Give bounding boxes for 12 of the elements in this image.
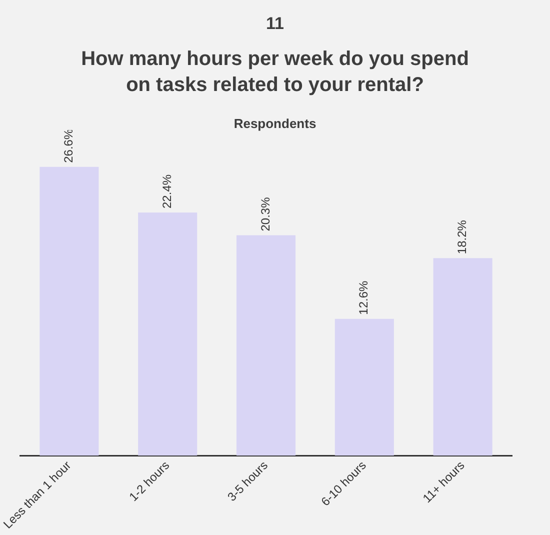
data-label: 22.4% — [160, 174, 174, 208]
data-label: 18.2% — [455, 220, 470, 254]
bar — [236, 235, 296, 456]
text: 11 — [265, 14, 285, 34]
data-label: 12.6% — [356, 280, 371, 315]
bar — [433, 258, 492, 456]
bar — [334, 318, 394, 456]
data-label: 20.3% — [258, 196, 272, 232]
chart-subtitle: Respondents — [234, 116, 316, 131]
chart-title: How many hours per week do you spend on tasks related to your rental? — [80, 47, 470, 98]
bar — [138, 212, 198, 456]
bar — [40, 166, 99, 456]
